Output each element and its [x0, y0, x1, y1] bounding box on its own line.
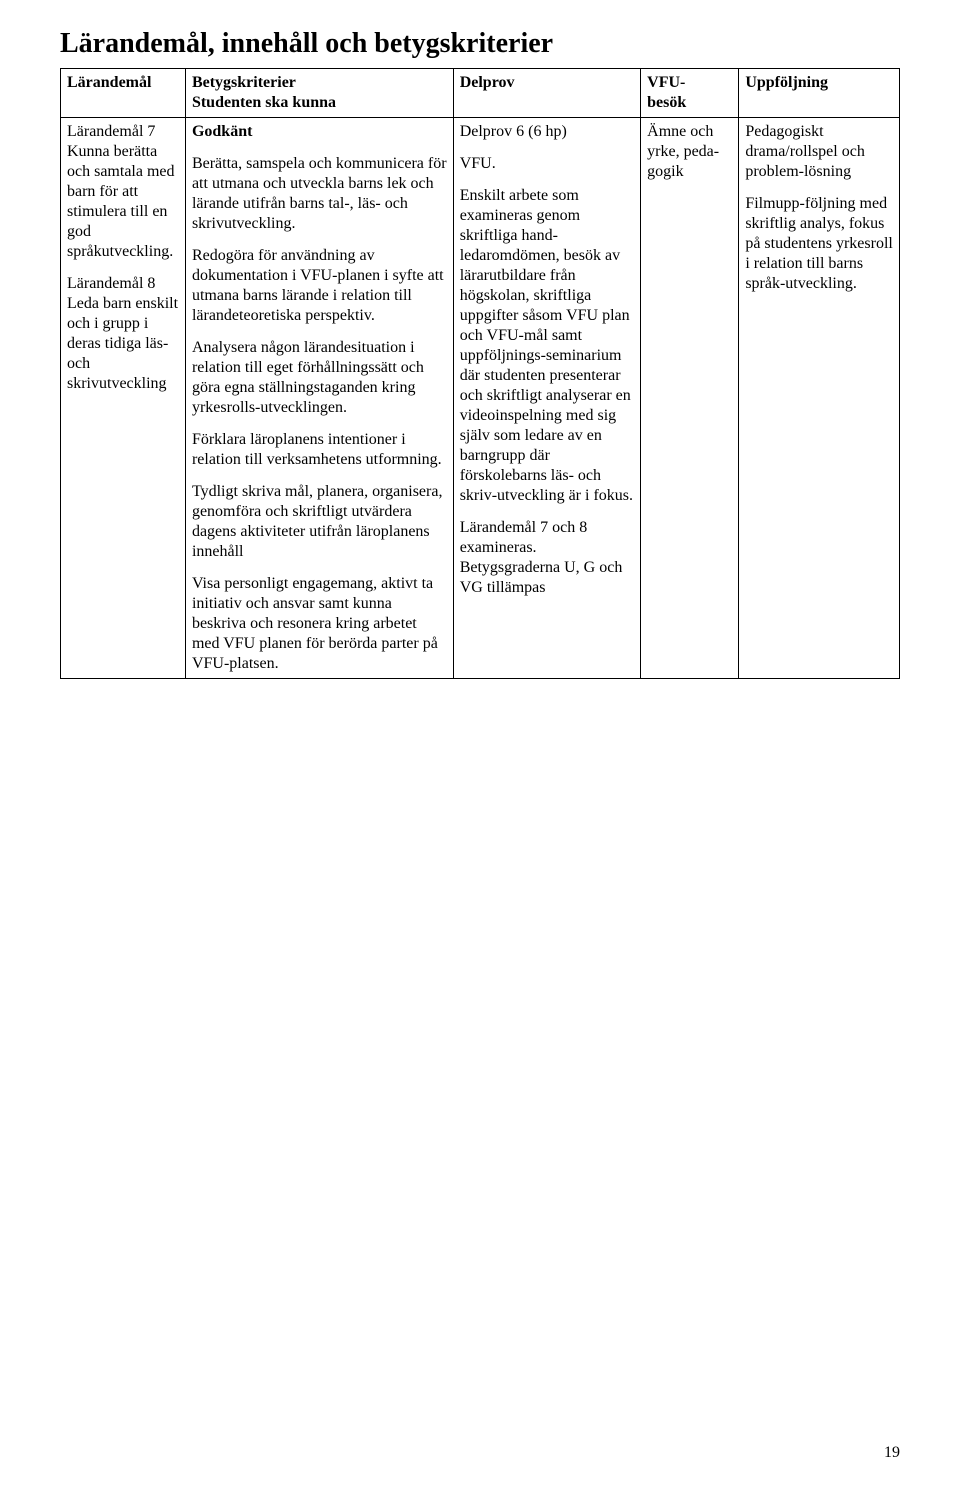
table-row: Lärandemål 7 Kunna berätta och samtala m…: [61, 118, 900, 679]
header-text: Studenten ska kunna: [192, 94, 336, 111]
header-text: besök: [647, 94, 686, 111]
header-text: Uppföljning: [745, 74, 828, 91]
delprov-grades: Lärandemål 7 och 8 examineras. Betygsgra…: [460, 518, 634, 598]
criteria-item: Berätta, samspela och kommunicera för at…: [192, 154, 447, 234]
header-text: VFU-: [647, 74, 685, 91]
cell-uppfoljning: Pedagogiskt drama/rollspel och problem-l…: [739, 118, 900, 679]
criteria-table: Lärandemål Betygskriterier Studenten ska…: [60, 68, 900, 679]
col-header-larandemal: Lärandemål: [61, 69, 186, 118]
delprov-title: Delprov 6 (6 hp): [460, 122, 634, 142]
vfu-text: Ämne och yrke, peda-gogik: [647, 122, 732, 182]
delprov-vfu: VFU.: [460, 154, 634, 174]
page-title: Lärandemål, innehåll och betygskriterier: [60, 28, 900, 60]
col-header-uppfoljning: Uppföljning: [739, 69, 900, 118]
header-text: Lärandemål: [67, 74, 151, 91]
cell-larandemal: Lärandemål 7 Kunna berätta och samtala m…: [61, 118, 186, 679]
criteria-item: Förklara läroplanens intentioner i relat…: [192, 430, 447, 470]
cell-betygskriterier: Godkänt Berätta, samspela och kommunicer…: [185, 118, 453, 679]
criteria-item: Analysera någon lärandesituation i relat…: [192, 338, 447, 418]
criteria-item: Visa personligt engagemang, aktivt ta in…: [192, 574, 447, 674]
table-header-row: Lärandemål Betygskriterier Studenten ska…: [61, 69, 900, 118]
delprov-body: Enskilt arbete som examineras genom skri…: [460, 186, 634, 506]
uppfoljning-1: Pedagogiskt drama/rollspel och problem-l…: [745, 122, 893, 182]
criteria-item: Redogöra för användning av dokumentation…: [192, 246, 447, 326]
godkant-label: Godkänt: [192, 122, 447, 142]
page: Lärandemål, innehåll och betygskriterier…: [0, 0, 960, 1486]
larandemal-7: Lärandemål 7 Kunna berätta och samtala m…: [67, 122, 179, 262]
header-text: Betygskriterier: [192, 74, 296, 91]
uppfoljning-2: Filmupp-följning med skriftlig analys, f…: [745, 194, 893, 294]
cell-delprov: Delprov 6 (6 hp) VFU. Enskilt arbete som…: [453, 118, 640, 679]
col-header-delprov: Delprov: [453, 69, 640, 118]
criteria-item: Tydligt skriva mål, planera, organisera,…: [192, 482, 447, 562]
page-number: 19: [884, 1444, 900, 1462]
header-text: Delprov: [460, 74, 515, 91]
col-header-betygskriterier: Betygskriterier Studenten ska kunna: [185, 69, 453, 118]
cell-vfu: Ämne och yrke, peda-gogik: [641, 118, 739, 679]
col-header-vfu: VFU- besök: [641, 69, 739, 118]
larandemal-8: Lärandemål 8 Leda barn enskilt och i gru…: [67, 274, 179, 394]
